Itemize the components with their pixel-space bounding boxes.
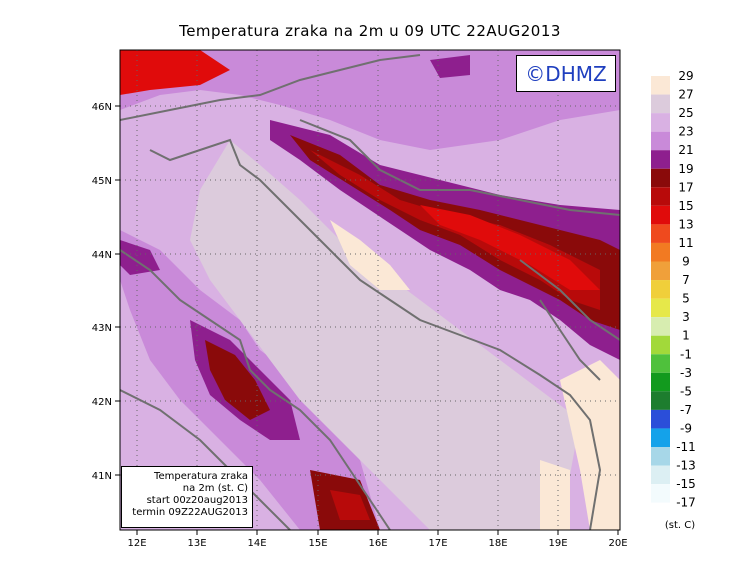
lon-tick-label: 20E: [608, 538, 627, 549]
lat-tick-label: 43N: [92, 323, 112, 334]
colorbar-swatch: [651, 168, 670, 188]
lat-tick-label: 46N: [92, 102, 112, 113]
colorbar-label: 25: [678, 106, 693, 120]
colorbar-label: -15: [676, 477, 696, 491]
lon-tick-label: 17E: [428, 538, 447, 549]
colorbar-swatch: [651, 224, 670, 243]
colorbar-label: -11: [676, 440, 696, 454]
colorbar-swatch: [651, 335, 670, 355]
colorbar-swatch: [651, 354, 670, 373]
colorbar-swatch: [651, 447, 670, 466]
lon-tick-label: 16E: [368, 538, 387, 549]
colorbar-label: -1: [680, 347, 692, 361]
lat-tick-label: 45N: [92, 176, 112, 187]
info-line: start 00z20aug2013: [146, 495, 248, 506]
lat-tick-label: 41N: [92, 471, 112, 482]
info-line: termin 09Z22AUG2013: [132, 507, 248, 518]
lat-tick-label: 44N: [92, 250, 112, 261]
colorbar-swatch: [651, 205, 670, 225]
lon-tick-label: 14E: [247, 538, 266, 549]
colorbar-label: 9: [682, 255, 690, 269]
colorbar-label: 29: [678, 69, 693, 83]
colorbar-swatch: [651, 298, 670, 318]
colorbar-swatch: [651, 261, 670, 281]
lon-tick-label: 12E: [127, 538, 146, 549]
colorbar-label: -17: [676, 496, 696, 510]
info-line: Temperatura zraka: [154, 471, 248, 482]
temperature-field: [120, 50, 620, 530]
colorbar-label: 11: [678, 236, 693, 250]
colorbar: [651, 76, 670, 503]
colorbar-swatch: [651, 280, 670, 299]
colorbar-label: -3: [680, 366, 692, 380]
colorbar-label: -7: [680, 403, 692, 417]
colorbar-swatch: [651, 187, 670, 206]
colorbar-label: 7: [682, 273, 690, 287]
colorbar-label: 27: [678, 88, 693, 102]
colorbar-label: -13: [676, 459, 696, 473]
colorbar-label: 3: [682, 310, 690, 324]
colorbar-swatch: [651, 409, 670, 429]
lon-tick-label: 19E: [548, 538, 567, 549]
colorbar-label: 1: [682, 329, 690, 343]
colorbar-label: 19: [678, 162, 693, 176]
colorbar-swatch: [651, 391, 670, 410]
colorbar-label: 5: [682, 292, 690, 306]
axis-ticks: [115, 105, 619, 535]
colorbar-swatch: [651, 150, 670, 169]
dhmz-logo: ©DHMZ: [516, 55, 616, 92]
lat-tick-labels: 46N 45N 44N 43N 42N 41N: [92, 102, 112, 482]
colorbar-label: 17: [678, 180, 693, 194]
coastlines: [120, 54, 620, 530]
lon-tick-label: 18E: [488, 538, 507, 549]
lon-tick-label: 15E: [308, 538, 327, 549]
lat-tick-label: 42N: [92, 397, 112, 408]
colorbar-swatch: [651, 94, 670, 114]
colorbar-swatch: [651, 428, 670, 447]
colorbar-label: 21: [678, 143, 693, 157]
colorbar-swatch: [651, 317, 670, 336]
colorbar-label: 23: [678, 125, 693, 139]
colorbar-swatch: [651, 131, 670, 151]
colorbar-label: 15: [678, 199, 693, 213]
colorbar-swatch: [651, 484, 670, 503]
colorbar-label: -9: [680, 421, 692, 435]
lon-tick-label: 13E: [187, 538, 206, 549]
map-title: Temperatura zraka na 2m u 09 UTC 22AUG20…: [179, 22, 561, 40]
map-frame: [119, 49, 621, 531]
colorbar-label: 13: [678, 217, 693, 231]
lon-tick-labels: 12E 13E 14E 15E 16E 17E 18E 19E 20E: [127, 538, 627, 549]
colorbar-swatch: [651, 113, 670, 132]
colorbar-swatch: [651, 76, 670, 95]
info-line: na 2m (st. C): [182, 483, 248, 494]
colorbar-unit: (st. C): [665, 520, 695, 531]
colorbar-labels: 29 27 25 23 21 19 17 15 13 11 9 7 5 3 1 -1 -3 -5 -7 -9 -11 -1…: [676, 69, 696, 510]
info-box: Temperatura zraka na 2m (st. C) start 00…: [121, 466, 253, 528]
colorbar-swatch: [651, 372, 670, 392]
colorbar-swatch: [651, 465, 670, 485]
colorbar-swatch: [651, 242, 670, 262]
grid-lines: [120, 50, 620, 530]
colorbar-label: -5: [680, 384, 692, 398]
